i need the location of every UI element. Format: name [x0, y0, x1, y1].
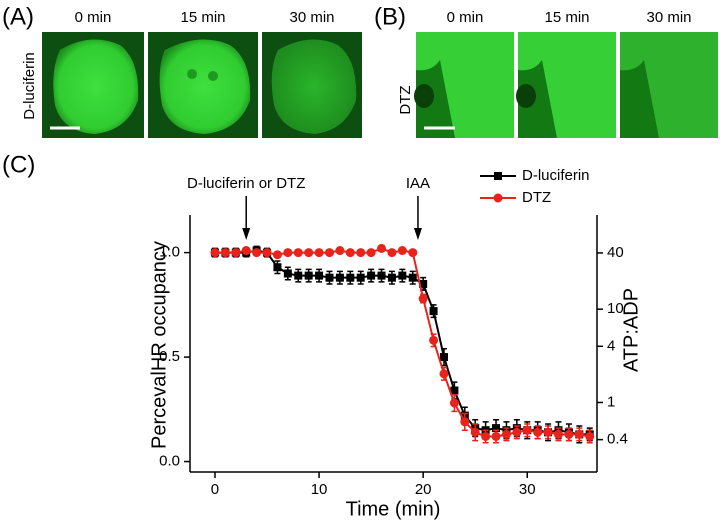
time-label: 15 min: [180, 9, 225, 26]
panel-label: (C): [2, 151, 35, 178]
marker: [335, 246, 345, 256]
marker: [262, 248, 272, 258]
marker: [377, 271, 386, 280]
marker: [585, 431, 595, 441]
y-tick-label: 0.5: [159, 348, 180, 365]
marker: [367, 271, 376, 280]
marker: [377, 243, 387, 253]
marker: [294, 271, 303, 280]
marker: [397, 246, 407, 256]
marker: [325, 273, 334, 282]
marker: [346, 273, 355, 282]
panel-label: (A): [2, 3, 34, 30]
marker: [315, 271, 324, 280]
marker: [324, 248, 334, 258]
marker: [335, 273, 344, 282]
time-label: 0 min: [447, 9, 484, 26]
marker: [283, 248, 293, 258]
marker: [522, 425, 532, 435]
marker: [512, 427, 522, 437]
marker: [481, 431, 491, 441]
marker: [356, 273, 365, 282]
annotation-arrowhead: [242, 228, 251, 240]
y-tick-label: 1.0: [159, 244, 180, 261]
marker: [387, 273, 396, 282]
marker: [220, 248, 230, 258]
marker: [231, 248, 241, 258]
y2-tick-label: 40: [607, 244, 624, 261]
legend-label: DTZ: [522, 189, 551, 206]
marker: [252, 248, 262, 258]
y-tick-label: 0.0: [159, 453, 180, 470]
marker: [533, 427, 543, 437]
marker: [408, 273, 417, 282]
y2-tick-label: 0.4: [607, 431, 628, 448]
x-axis-label: Time (min): [346, 498, 441, 520]
marker: [210, 248, 220, 258]
marker: [241, 246, 251, 256]
legend-marker: [493, 193, 503, 203]
marker: [283, 269, 292, 278]
marker: [345, 248, 355, 258]
marker: [501, 429, 511, 439]
marker: [543, 427, 553, 437]
panel-label: (B): [374, 3, 406, 30]
x-tick-label: 30: [519, 481, 536, 498]
marker: [272, 250, 282, 260]
marker: [429, 335, 439, 345]
y2-tick-label: 4: [607, 337, 615, 354]
marker: [304, 248, 314, 258]
time-label: 30 min: [646, 9, 691, 26]
legend-label: D-luciferin: [522, 167, 590, 184]
marker: [304, 271, 313, 280]
annotation: IAA: [406, 175, 430, 192]
marker: [366, 248, 376, 258]
y2-tick-label: 1: [607, 393, 615, 410]
x-tick-label: 20: [415, 481, 432, 498]
marker: [429, 307, 438, 316]
marker: [564, 429, 574, 439]
annotation: D-luciferin or DTZ: [187, 175, 305, 192]
marker: [398, 271, 407, 280]
marker: [439, 369, 449, 379]
marker: [553, 429, 563, 439]
x-tick-label: 0: [211, 481, 219, 498]
marker: [419, 279, 428, 288]
marker: [408, 248, 418, 258]
marker: [293, 248, 303, 258]
marker: [574, 429, 584, 439]
panel-b-images: [414, 32, 718, 138]
marker: [470, 427, 480, 437]
annotation-arrowhead: [413, 228, 422, 240]
x-tick-label: 10: [311, 481, 328, 498]
marker: [491, 431, 501, 441]
marker: [314, 248, 324, 258]
time-label: 30 min: [289, 9, 334, 26]
time-label: 15 min: [544, 9, 589, 26]
marker: [418, 294, 428, 304]
y-axis-label: PercevalHR occupancy: [148, 241, 170, 449]
marker: [449, 398, 459, 408]
marker: [439, 353, 448, 362]
marker: [460, 417, 470, 427]
legend-marker: [494, 172, 502, 180]
marker: [492, 424, 501, 433]
y2-axis-label: ATP:ADP: [620, 288, 642, 372]
marker: [450, 386, 459, 395]
marker: [356, 248, 366, 258]
marker: [387, 248, 397, 258]
y2-tick-label: 10: [607, 300, 624, 317]
condition-label: D-luciferin: [21, 52, 38, 120]
marker: [273, 263, 282, 272]
time-label: 0 min: [75, 9, 112, 26]
panel-a-images: [42, 32, 362, 138]
condition-label: DTZ: [397, 85, 414, 114]
